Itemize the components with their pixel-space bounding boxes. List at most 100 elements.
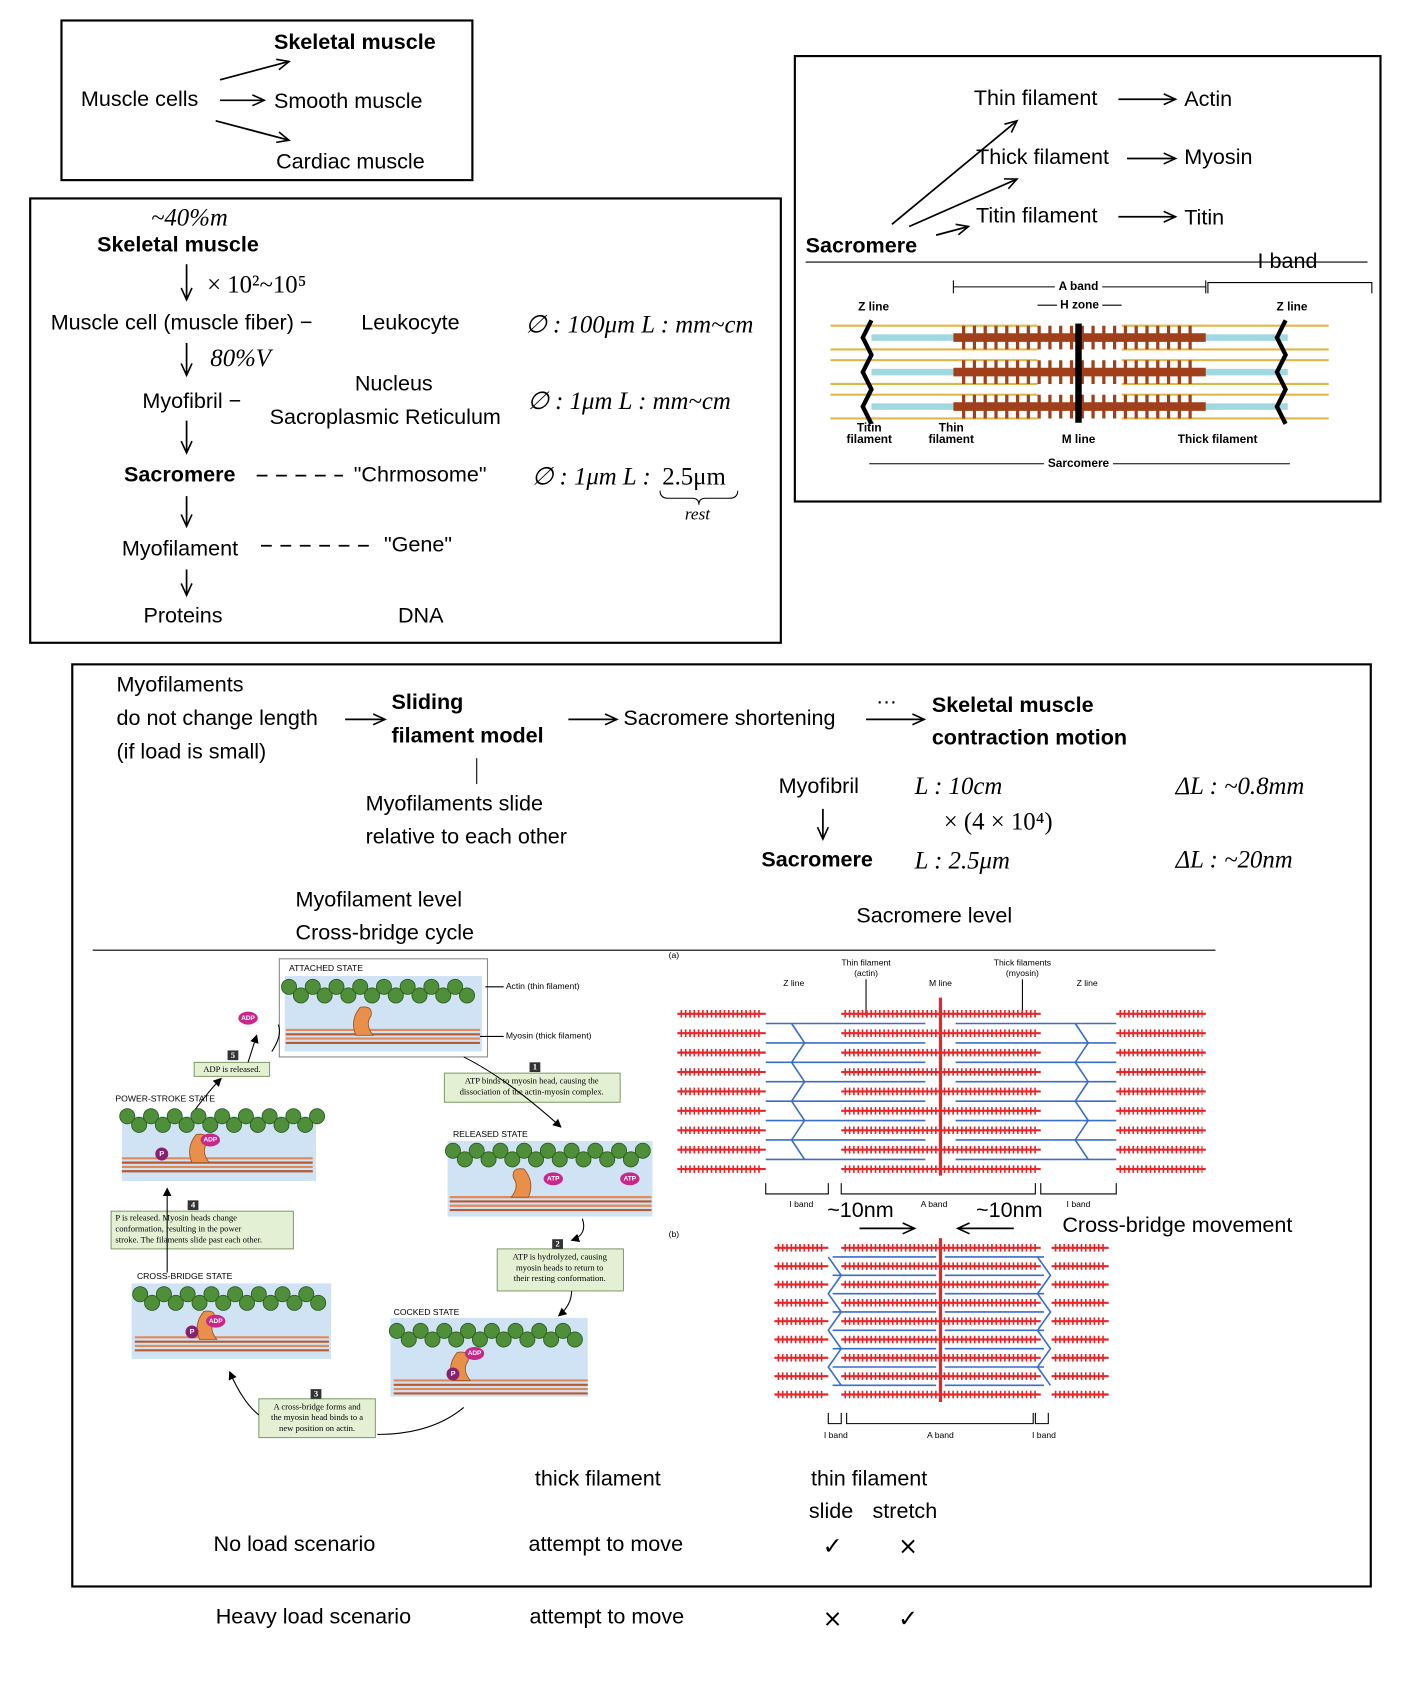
actin-bead (423, 978, 440, 995)
actin-bead (387, 987, 404, 1004)
label: Z line (783, 978, 804, 988)
actin-bead (495, 1331, 512, 1348)
table-header: thin filament (811, 1465, 927, 1490)
badge (552, 1239, 563, 1249)
step-number: 2 (555, 1239, 559, 1249)
actin-bead (166, 1108, 183, 1125)
actin-bead (143, 1108, 159, 1125)
actin-bead (411, 987, 428, 1004)
actin-bead (190, 1108, 207, 1125)
step-text: A cross-bridge forms and (273, 1401, 361, 1411)
actin-bead (388, 1322, 405, 1339)
label: "Chrmosome" (354, 461, 487, 486)
actin-bead (554, 1322, 571, 1339)
molecule (238, 1011, 258, 1025)
molecule (205, 1314, 226, 1328)
label: contraction motion (932, 724, 1127, 749)
step-box (258, 1398, 376, 1439)
label: A band (1059, 279, 1099, 293)
titin (871, 368, 954, 376)
actin-bead (531, 1322, 548, 1339)
actin-bead (634, 1142, 651, 1159)
actin-bead (575, 1151, 592, 1168)
box-sliding (71, 663, 1372, 1588)
titin (1205, 334, 1288, 341)
arrow (247, 1034, 259, 1063)
actin-bead (237, 1108, 254, 1125)
actin-bead (539, 1142, 556, 1159)
label: filament (929, 432, 975, 446)
myosin-head (353, 1006, 375, 1036)
molecule-label: P (450, 1369, 455, 1378)
actin-bead (587, 1142, 604, 1159)
arrow (271, 1024, 281, 1052)
actin-bead (436, 1322, 453, 1339)
label: "Gene" (384, 531, 452, 556)
step-box (193, 1061, 271, 1077)
z-line (1074, 1023, 1090, 1160)
state-label: COCKED STATE (394, 1307, 460, 1317)
note: 80%V (210, 345, 273, 372)
actin-bead (435, 987, 452, 1004)
molecule (155, 1147, 169, 1161)
actin-bead (238, 1294, 255, 1311)
label: Titin (857, 420, 882, 434)
arrow (463, 1056, 562, 1128)
label: Thin filament (974, 85, 1097, 110)
arrow (219, 58, 291, 81)
label: Sacromere level (856, 902, 1012, 927)
titin (1205, 368, 1288, 376)
label: M line (1062, 432, 1096, 446)
step-number: 3 (314, 1388, 319, 1398)
actin-bead (447, 978, 464, 995)
label-bg (1056, 297, 1103, 313)
actin-bead (492, 1142, 509, 1159)
label: Thick filament (1178, 432, 1258, 446)
label: Smooth muscle (274, 88, 423, 113)
value: ΔL : ~0.8mm (1175, 773, 1305, 800)
table-cell: ✓ (898, 1604, 918, 1632)
arrow (228, 1370, 260, 1416)
table-cell: Heavy load scenario (216, 1603, 411, 1628)
molecule-label: ATP (624, 1176, 637, 1183)
label: (actin) (854, 968, 878, 978)
actin-bead (424, 1331, 441, 1348)
box-hierarchy (29, 197, 782, 644)
value: ΔL : ~20nm (1175, 846, 1293, 873)
actin-bead (352, 978, 369, 995)
actin-bead (566, 1331, 583, 1348)
actin-bead (516, 1142, 533, 1159)
actin-bead (599, 1151, 616, 1168)
actin-bead (249, 1116, 266, 1133)
label: Sacromere (124, 461, 235, 486)
bracket (827, 1412, 1049, 1425)
actin-bead (281, 978, 298, 995)
table-header: slide (809, 1498, 853, 1523)
z-line (790, 1023, 806, 1160)
step-box (496, 1248, 624, 1292)
actin-bead (563, 1142, 580, 1159)
label: Myofilament (122, 536, 238, 561)
actin-bead (155, 1286, 172, 1303)
label: Cardiac muscle (276, 149, 425, 174)
state-label: ATTACHED STATE (289, 963, 363, 973)
label: Cross-bridge cycle (296, 920, 475, 945)
step-number: 4 (191, 1200, 196, 1210)
label: I band (1032, 1430, 1056, 1440)
label: … (876, 683, 898, 708)
step-box (443, 1072, 621, 1103)
actin-bead (285, 1108, 302, 1125)
label: I band (789, 1199, 813, 1209)
step-text: ATP is hydrolyzed, causing (513, 1252, 608, 1262)
label-bg (1043, 456, 1114, 472)
titin (1205, 403, 1288, 410)
label: Thin filament (841, 957, 891, 967)
cross-bridge-cycle: ATTACHED STATE POWER-STROKE STATE RELEAS… (110, 958, 653, 1439)
step-text: P is released. Myosin heads change (115, 1213, 237, 1223)
actin-bead (528, 1151, 544, 1168)
label: ~10nm (976, 1197, 1043, 1222)
actin-bead (310, 1294, 327, 1311)
z-line (1274, 319, 1288, 425)
label: Myosin (1184, 144, 1252, 169)
